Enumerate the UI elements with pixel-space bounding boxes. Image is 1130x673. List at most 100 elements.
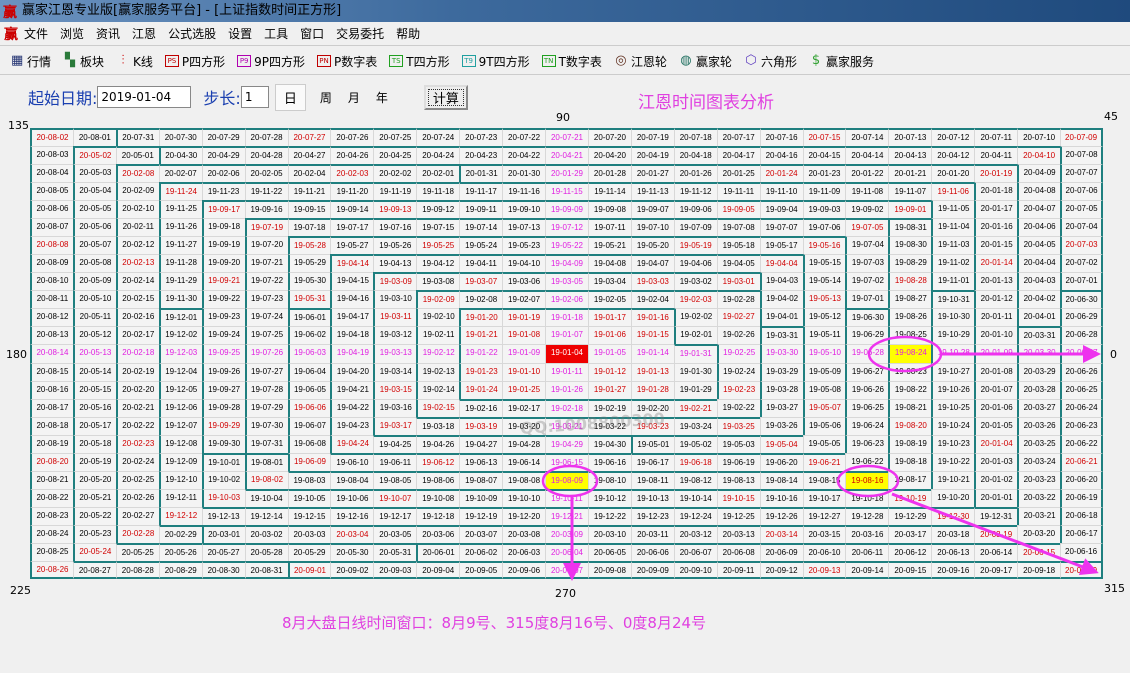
grid-cell[interactable]: 20-05-31 xyxy=(373,542,417,561)
grid-cell[interactable]: 19-02-13 xyxy=(416,362,460,381)
grid-cell[interactable]: 19-11-20 xyxy=(330,182,374,201)
grid-cell[interactable]: 19-02-18 xyxy=(545,398,588,417)
grid-cell[interactable]: 19-10-17 xyxy=(802,488,846,507)
grid-cell[interactable]: 19-03-15 xyxy=(373,380,417,399)
grid-cell[interactable]: 20-04-05 xyxy=(1017,236,1061,255)
grid-cell[interactable]: 19-09-30 xyxy=(201,434,245,453)
grid-cell[interactable]: 19-02-24 xyxy=(716,362,760,381)
grid-cell[interactable]: 19-01-19 xyxy=(502,308,546,327)
grid-cell[interactable]: 19-10-22 xyxy=(931,452,975,471)
grid-cell[interactable]: 20-02-26 xyxy=(115,488,159,507)
grid-cell[interactable]: 19-09-15 xyxy=(287,200,331,219)
grid-cell[interactable]: 19-09-29 xyxy=(201,416,245,435)
grid-cell[interactable]: 19-02-17 xyxy=(502,398,546,417)
grid-cell[interactable]: 19-06-26 xyxy=(845,380,889,399)
grid-cell[interactable]: 19-02-19 xyxy=(587,398,631,417)
grid-cell[interactable]: 19-02-06 xyxy=(545,290,588,309)
grid-cell[interactable]: 20-02-08 xyxy=(115,164,159,183)
grid-cell[interactable]: 20-04-29 xyxy=(201,146,245,165)
grid-cell[interactable]: 20-01-12 xyxy=(974,290,1018,309)
grid-cell[interactable]: 19-08-16 xyxy=(845,470,889,489)
grid-cell[interactable]: 19-12-27 xyxy=(802,506,846,525)
grid-cell[interactable]: 19-07-05 xyxy=(845,218,889,237)
grid-cell[interactable]: 20-09-18 xyxy=(1017,560,1061,579)
grid-cell[interactable]: 19-07-12 xyxy=(545,218,588,237)
grid-cell[interactable]: 19-03-03 xyxy=(630,272,674,291)
grid-cell[interactable]: 19-08-02 xyxy=(244,470,288,489)
grid-cell[interactable]: 19-06-06 xyxy=(287,398,331,417)
grid-cell[interactable]: 19-09-23 xyxy=(201,308,245,327)
grid-cell[interactable]: 20-06-04 xyxy=(545,542,588,561)
grid-cell[interactable]: 19-03-13 xyxy=(373,344,417,363)
grid-cell[interactable]: 20-02-19 xyxy=(115,362,159,381)
grid-cell[interactable]: 20-02-28 xyxy=(115,524,159,543)
grid-cell[interactable]: 20-05-17 xyxy=(72,416,116,435)
grid-cell[interactable]: 20-08-20 xyxy=(30,452,73,471)
grid-cell[interactable]: 20-04-26 xyxy=(330,146,374,165)
grid-cell[interactable]: 19-06-28 xyxy=(845,344,889,363)
grid-cell[interactable]: 19-02-03 xyxy=(673,290,717,309)
grid-cell[interactable]: 19-04-02 xyxy=(759,290,803,309)
grid-cell[interactable]: 19-12-10 xyxy=(158,470,202,489)
grid-cell[interactable]: 19-09-22 xyxy=(201,290,245,309)
grid-cell[interactable]: 19-04-15 xyxy=(330,272,374,291)
grid-cell[interactable]: 19-08-03 xyxy=(287,470,331,489)
grid-cell[interactable]: 20-03-01 xyxy=(201,524,245,543)
grid-cell[interactable]: 20-01-01 xyxy=(974,488,1018,507)
grid-cell[interactable]: 20-01-04 xyxy=(974,434,1018,453)
grid-cell[interactable]: 19-08-05 xyxy=(373,470,417,489)
grid-cell[interactable]: 20-07-22 xyxy=(502,128,546,147)
grid-cell[interactable]: 20-09-12 xyxy=(759,560,803,579)
grid-cell[interactable]: 20-06-20 xyxy=(1060,470,1103,489)
grid-cell[interactable]: 19-05-16 xyxy=(802,236,846,255)
grid-cell[interactable]: 19-03-22 xyxy=(587,416,631,435)
grid-cell[interactable]: 19-04-19 xyxy=(330,344,374,363)
grid-cell[interactable]: 19-11-06 xyxy=(931,182,975,201)
grid-cell[interactable]: 20-06-07 xyxy=(673,542,717,561)
grid-cell[interactable]: 19-04-04 xyxy=(759,254,803,273)
grid-cell[interactable]: 20-05-05 xyxy=(72,200,116,219)
grid-cell[interactable]: 20-01-13 xyxy=(974,272,1018,291)
grid-cell[interactable]: 19-05-01 xyxy=(630,434,674,453)
toolbar-button[interactable]: ⬡ 六角形 xyxy=(744,53,797,70)
grid-cell[interactable]: 19-12-02 xyxy=(158,326,202,345)
grid-cell[interactable]: 20-02-25 xyxy=(115,470,159,489)
grid-cell[interactable]: 19-06-19 xyxy=(716,452,760,471)
grid-cell[interactable]: 19-04-26 xyxy=(416,434,460,453)
grid-cell[interactable]: 19-07-16 xyxy=(373,218,417,237)
grid-cell[interactable]: 20-07-13 xyxy=(888,128,932,147)
grid-cell[interactable]: 20-06-11 xyxy=(845,542,889,561)
grid-cell[interactable]: 20-05-06 xyxy=(72,218,116,237)
grid-cell[interactable]: 19-11-14 xyxy=(587,182,631,201)
grid-cell[interactable]: 20-02-16 xyxy=(115,308,159,327)
grid-cell[interactable]: 20-08-15 xyxy=(30,362,73,381)
grid-cell[interactable]: 19-12-24 xyxy=(673,506,717,525)
grid-cell[interactable]: 19-06-16 xyxy=(587,452,631,471)
grid-cell[interactable]: 20-01-07 xyxy=(974,380,1018,399)
grid-cell[interactable]: 19-04-07 xyxy=(630,254,674,273)
grid-cell[interactable]: 19-02-20 xyxy=(630,398,674,417)
grid-cell[interactable]: 20-09-10 xyxy=(673,560,717,579)
grid-cell[interactable]: 20-05-18 xyxy=(72,434,116,453)
grid-cell[interactable]: 19-09-18 xyxy=(201,218,245,237)
grid-cell[interactable]: 20-07-21 xyxy=(545,128,588,147)
grid-cell[interactable]: 20-07-12 xyxy=(931,128,975,147)
grid-cell[interactable]: 19-01-23 xyxy=(459,362,503,381)
grid-cell[interactable]: 20-03-31 xyxy=(1017,326,1061,345)
grid-cell[interactable]: 20-03-15 xyxy=(802,524,846,543)
grid-cell[interactable]: 20-02-11 xyxy=(115,218,159,237)
grid-cell[interactable]: 19-09-28 xyxy=(201,398,245,417)
grid-cell[interactable]: 19-04-13 xyxy=(373,254,417,273)
grid-cell[interactable]: 19-10-14 xyxy=(673,488,717,507)
grid-cell[interactable]: 19-09-03 xyxy=(802,200,846,219)
grid-cell[interactable]: 19-12-18 xyxy=(416,506,460,525)
grid-cell[interactable]: 19-04-12 xyxy=(416,254,460,273)
grid-cell[interactable]: 19-05-04 xyxy=(759,434,803,453)
grid-cell[interactable]: 20-03-16 xyxy=(845,524,889,543)
grid-cell[interactable]: 20-02-24 xyxy=(115,452,159,471)
grid-cell[interactable]: 19-05-07 xyxy=(802,398,846,417)
grid-cell[interactable]: 20-08-08 xyxy=(30,236,73,255)
grid-cell[interactable]: 19-08-12 xyxy=(673,470,717,489)
grid-cell[interactable]: 19-11-22 xyxy=(244,182,288,201)
grid-cell[interactable]: 20-06-17 xyxy=(1060,524,1103,543)
